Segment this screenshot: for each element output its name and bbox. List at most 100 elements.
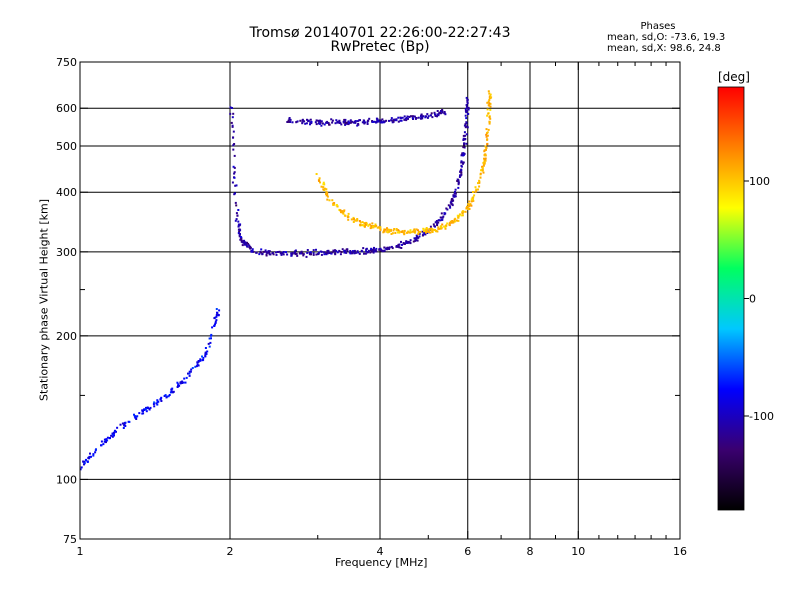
y-axis-ticks: 75 100 200 300 400 500 600 750 <box>56 56 680 546</box>
data-point <box>202 358 205 361</box>
data-point <box>462 162 464 165</box>
data-point <box>362 224 365 227</box>
data-point <box>466 205 468 208</box>
data-point <box>326 192 329 194</box>
data-point <box>210 337 212 340</box>
data-point <box>395 228 398 230</box>
data-point <box>445 224 448 227</box>
data-point <box>341 210 344 213</box>
data-point <box>488 95 491 98</box>
y-tick-label: 750 <box>56 56 77 69</box>
data-point <box>268 253 271 256</box>
data-point <box>206 350 209 353</box>
data-point <box>100 440 103 443</box>
data-point <box>232 144 235 147</box>
data-point <box>361 121 364 124</box>
data-point <box>431 228 434 231</box>
data-point <box>205 353 208 355</box>
data-point <box>465 207 468 210</box>
data-point <box>407 240 410 243</box>
data-point <box>443 111 446 113</box>
data-point <box>427 115 430 118</box>
data-point <box>477 188 479 191</box>
data-point <box>164 394 167 397</box>
chart-title: Tromsø 20140701 22:26:00-22:27:43 <box>249 25 511 41</box>
data-point <box>188 374 191 377</box>
data-point <box>400 240 402 243</box>
data-point <box>214 322 217 324</box>
data-point <box>85 458 87 461</box>
data-point <box>401 116 404 119</box>
data-point <box>335 204 338 206</box>
data-point <box>199 358 202 361</box>
data-point <box>111 432 114 435</box>
data-point <box>486 132 488 135</box>
data-point <box>383 230 386 233</box>
data-point <box>444 113 447 116</box>
data-point <box>170 388 173 391</box>
data-point <box>218 309 221 312</box>
data-point <box>346 121 349 124</box>
x-axis-ticks: 1 2 4 6 8 10 16 <box>77 62 687 558</box>
data-point <box>439 216 442 219</box>
data-point <box>246 241 248 244</box>
data-point <box>238 228 241 231</box>
data-point <box>487 112 490 115</box>
data-point <box>441 223 444 226</box>
data-point <box>469 203 472 206</box>
data-point <box>237 220 240 223</box>
y-tick-label: 100 <box>56 473 77 486</box>
data-point <box>464 109 467 112</box>
data-point <box>386 228 389 231</box>
data-point <box>444 212 447 215</box>
data-point <box>232 165 235 168</box>
data-point <box>488 92 491 95</box>
data-point <box>197 364 200 367</box>
data-point <box>365 248 368 251</box>
data-point <box>425 230 428 233</box>
data-point <box>105 441 107 444</box>
data-point <box>405 117 408 119</box>
data-point <box>299 119 302 122</box>
data-point <box>146 406 149 409</box>
data-point <box>374 223 377 226</box>
data-point <box>454 220 457 223</box>
data-point <box>451 204 454 207</box>
data-point <box>364 252 367 255</box>
data-point <box>415 228 418 231</box>
data-point <box>233 193 236 196</box>
data-point <box>231 116 234 119</box>
data-point <box>234 219 237 222</box>
data-point <box>429 225 432 228</box>
data-point <box>363 225 366 228</box>
data-point <box>426 113 429 116</box>
data-point <box>347 120 350 123</box>
data-point <box>460 173 463 176</box>
data-point <box>405 119 408 122</box>
data-point <box>233 176 236 179</box>
data-point <box>197 360 200 362</box>
data-point <box>177 383 180 386</box>
data-point <box>83 463 85 466</box>
data-point <box>450 198 453 201</box>
data-point <box>105 439 108 442</box>
data-point <box>462 146 465 149</box>
data-point <box>401 230 403 233</box>
data-point <box>485 135 488 138</box>
data-point <box>347 123 350 126</box>
data-point <box>87 456 90 459</box>
data-point <box>412 230 414 233</box>
data-point <box>328 199 331 202</box>
data-point <box>467 205 470 208</box>
y-tick-label: 300 <box>56 246 77 259</box>
data-point <box>356 219 359 222</box>
data-point <box>79 468 82 471</box>
data-point <box>188 372 191 375</box>
data-point <box>397 120 400 123</box>
data-point <box>383 246 386 249</box>
data-point <box>464 108 467 111</box>
data-point <box>484 157 487 160</box>
data-point <box>440 110 442 112</box>
data-point <box>296 254 299 257</box>
